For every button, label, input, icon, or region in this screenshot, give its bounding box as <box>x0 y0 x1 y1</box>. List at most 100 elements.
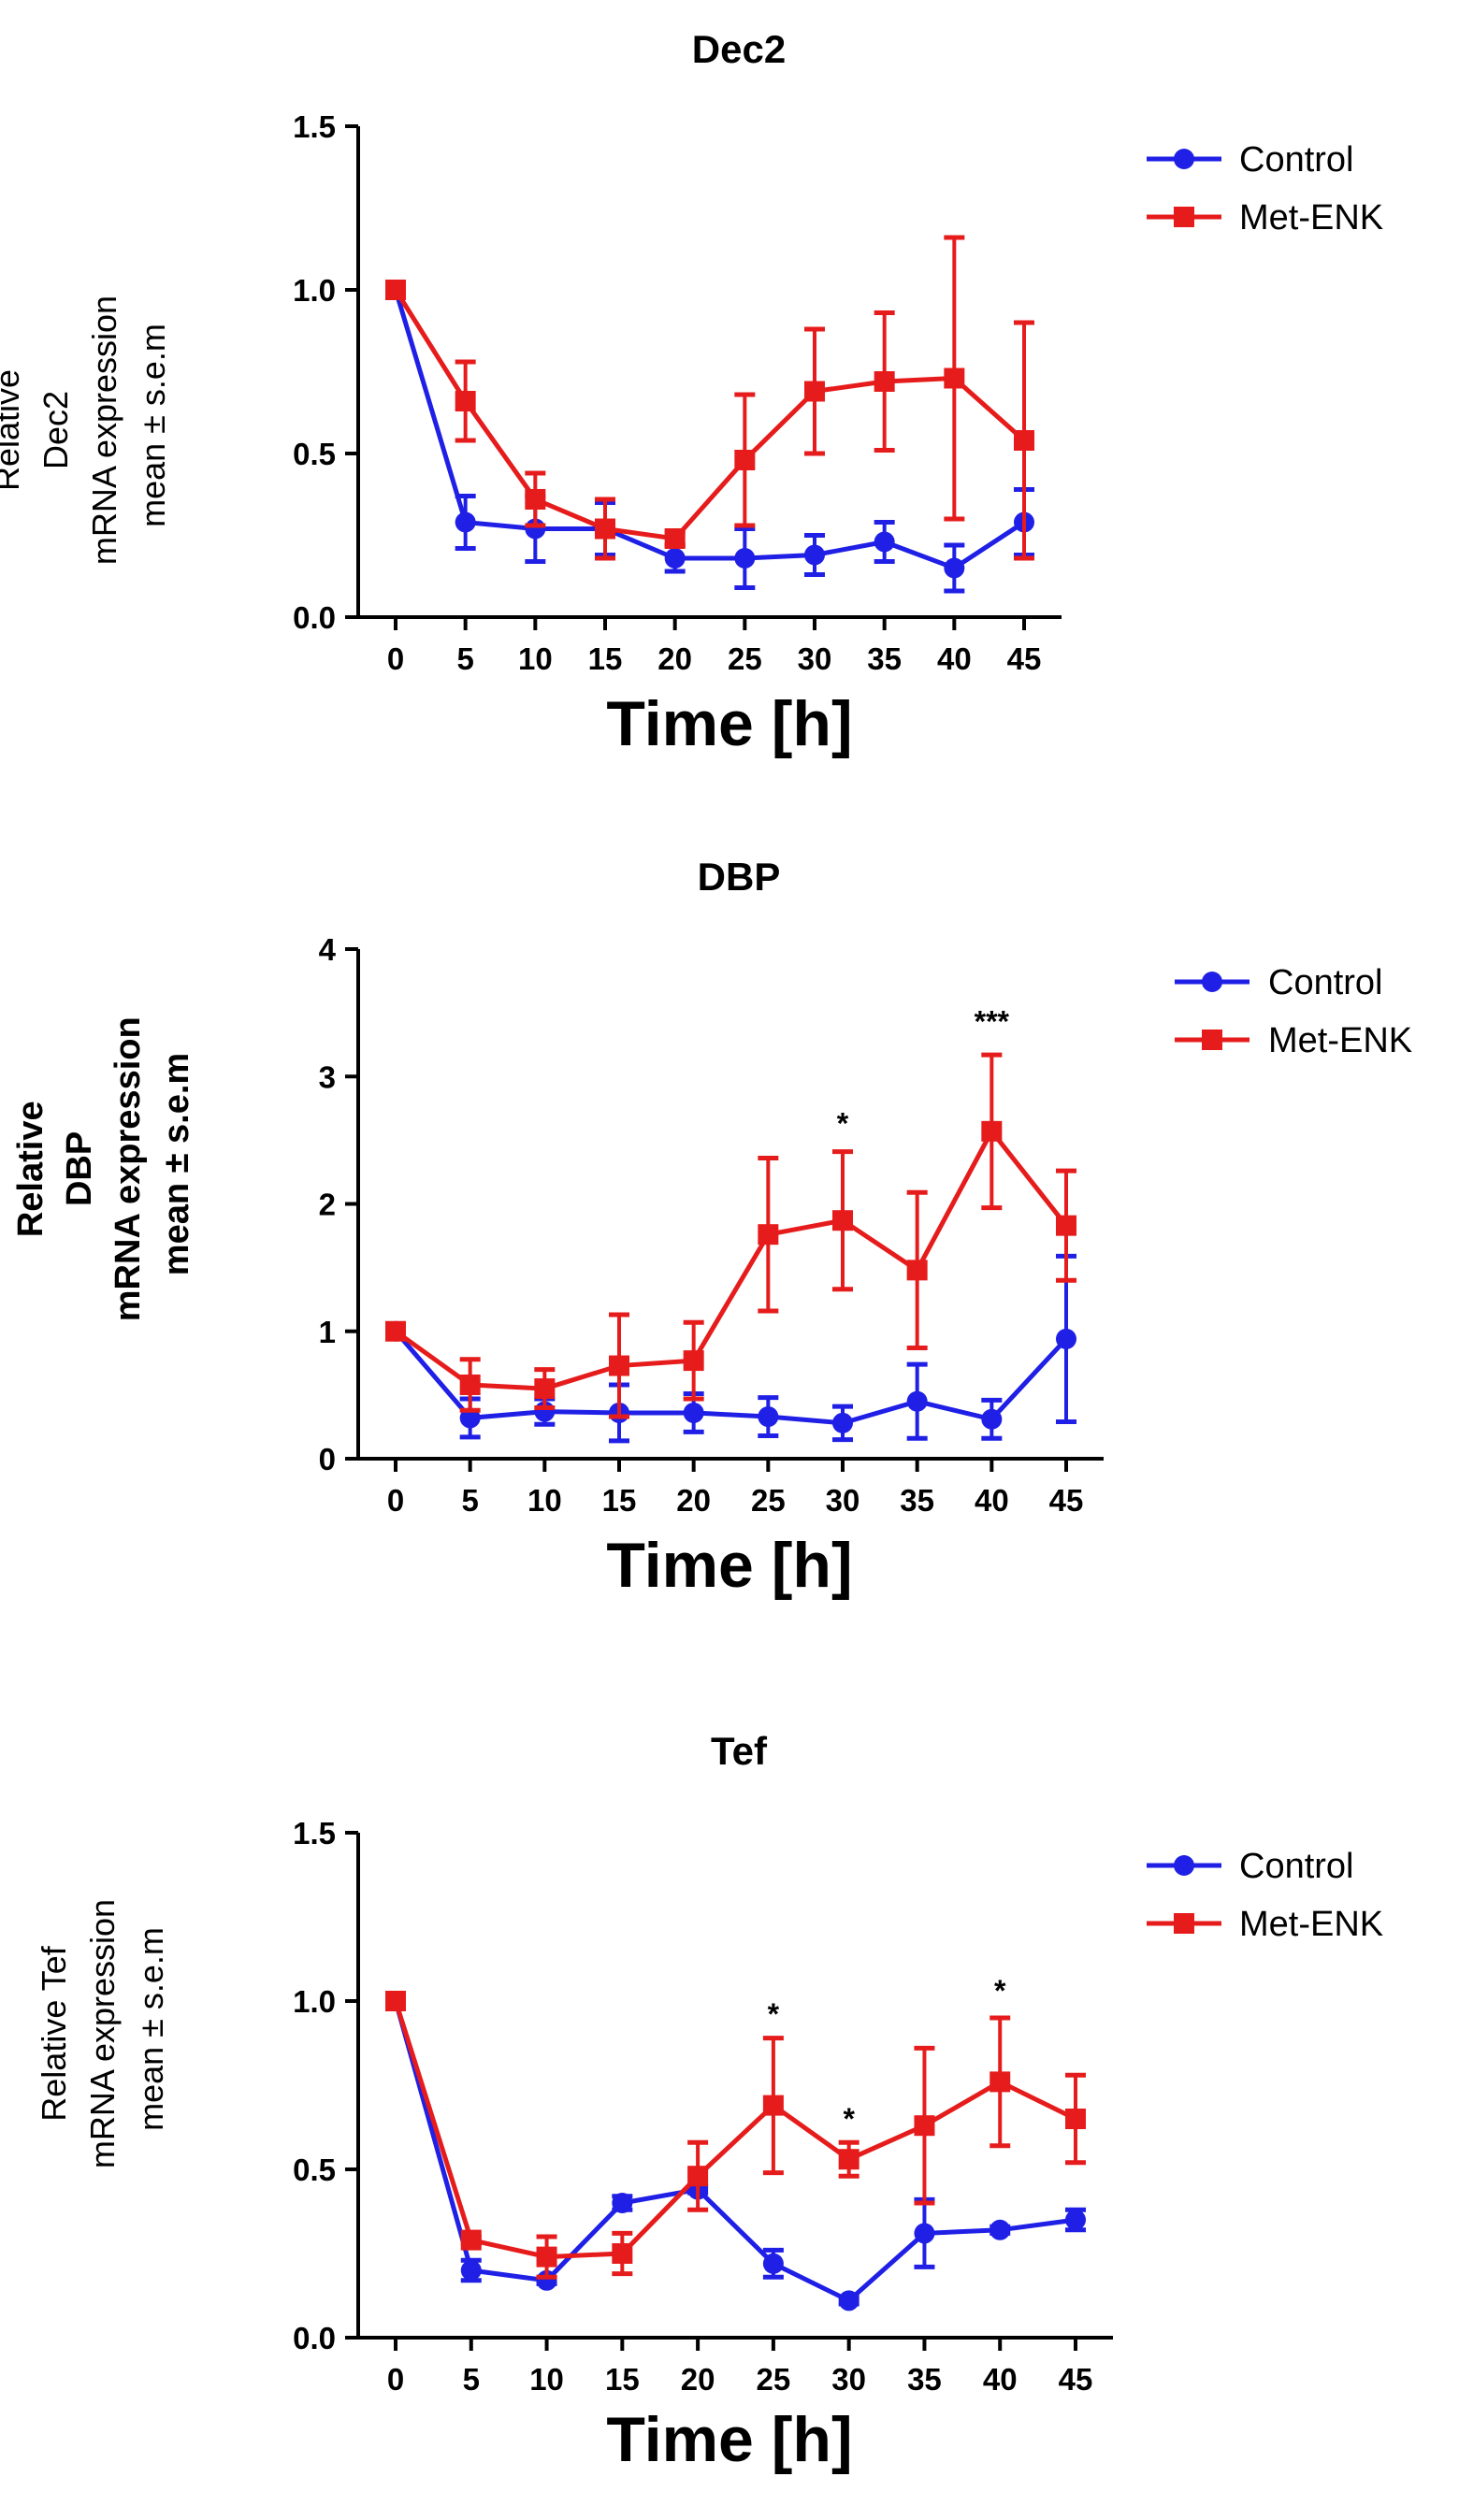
x-tick-label: 35 <box>900 1483 934 1518</box>
data-point-control <box>683 1402 704 1423</box>
y-axis-label-line: mean ± s.e.m <box>157 1053 196 1275</box>
legend: Control Met-ENK <box>1147 140 1383 238</box>
legend: Control Met-ENK <box>1175 963 1412 1060</box>
y-tick-label: 1.0 <box>293 273 336 308</box>
legend-label-met-enk: Met-ENK <box>1239 198 1383 238</box>
data-point-control <box>874 531 895 553</box>
x-tick-label: 15 <box>602 1483 637 1518</box>
y-tick-label: 3 <box>319 1059 336 1094</box>
legend-label-control: Control <box>1239 140 1354 180</box>
data-point-control <box>1056 1328 1076 1349</box>
x-tick-label: 5 <box>463 2362 480 2397</box>
data-point-met-enk <box>683 1350 704 1372</box>
legend-marker-control <box>1174 149 1194 169</box>
data-point-met-enk <box>525 489 546 510</box>
data-point-control <box>459 1407 481 1429</box>
data-point-control <box>832 1412 853 1433</box>
data-point-met-enk <box>1014 430 1034 451</box>
data-point-control <box>612 2193 633 2213</box>
series-line-met-enk <box>393 2000 1077 2260</box>
y-axis-label: Relative Tef mRNA expression mean ± s.e.… <box>35 1890 170 2168</box>
y-axis-label: Relative DBP mRNA expression mean ± s.e.… <box>11 1007 196 1321</box>
series-line-control <box>393 2000 1076 2304</box>
significance-marker: * <box>837 1107 849 1141</box>
y-tick-label: 0 <box>319 1442 336 1476</box>
significance-marker: * <box>843 2102 855 2136</box>
x-tick-label: 25 <box>728 641 762 676</box>
data-point-met-enk <box>534 1378 556 1400</box>
data-point-control <box>990 2219 1011 2240</box>
chart-panel-dbp: DBP Relative DBP mRNA expression mean ± … <box>11 855 1412 1601</box>
x-tick-label: 25 <box>751 1483 786 1518</box>
x-tick-label: 0 <box>387 1483 404 1518</box>
x-tick-label: 5 <box>461 1483 478 1518</box>
x-axis-label: Time [h] <box>606 688 852 759</box>
legend-label-met-enk: Met-ENK <box>1239 1905 1383 1944</box>
chart-title: DBP <box>698 855 781 899</box>
x-tick-label: 10 <box>527 1483 562 1518</box>
y-tick-label: 4 <box>319 932 337 967</box>
data-point-met-enk <box>758 1224 779 1246</box>
data-point-met-enk <box>874 371 895 392</box>
data-point-control <box>460 2260 482 2281</box>
x-tick-label: 20 <box>676 1483 711 1518</box>
data-point-met-enk <box>612 2243 633 2264</box>
data-point-met-enk <box>460 2229 482 2251</box>
y-axis-label-line: mRNA expression <box>108 1016 148 1321</box>
y-axis-label-line: mRNA expression <box>83 1899 122 2168</box>
x-tick-label: 30 <box>798 641 832 676</box>
data-point-met-enk <box>734 450 756 470</box>
significance-marker: * <box>994 1974 1006 2008</box>
y-axis-label-line: mRNA expression <box>85 295 123 565</box>
x-tick-label: 45 <box>1059 2362 1093 2397</box>
legend: Control Met-ENK <box>1147 1847 1383 1944</box>
series-line-met-enk <box>393 288 1026 541</box>
y-axis-label-line: DBP <box>60 1131 99 1206</box>
x-tick-label: 5 <box>456 641 473 676</box>
x-tick-label: 40 <box>937 641 972 676</box>
x-axis-label: Time [h] <box>606 2404 852 2475</box>
chart-title: Dec2 <box>692 27 786 71</box>
y-tick-label: 1.5 <box>293 1816 336 1850</box>
x-tick-label: 15 <box>605 2362 640 2397</box>
data-point-control <box>914 2223 935 2244</box>
y-tick-label: 0.0 <box>293 2321 336 2355</box>
data-point-met-enk <box>1065 2109 1086 2129</box>
data-point-met-enk <box>664 528 686 549</box>
data-point-control <box>664 548 686 569</box>
legend-marker-met-enk <box>1174 207 1194 227</box>
data-point-met-enk <box>804 381 825 402</box>
y-axis-label-line: Dec2 <box>36 391 75 469</box>
data-point-met-enk <box>385 1320 406 1342</box>
legend-marker-met-enk <box>1174 1913 1194 1934</box>
data-point-met-enk <box>838 2149 860 2170</box>
plot-area: 0.0 0.5 1.0 1.5 0 5 10 15 20 25 30 35 40 45 <box>293 109 1062 676</box>
x-tick-label: 30 <box>831 2362 866 2397</box>
significance-marker: *** <box>975 1005 1010 1039</box>
significance-marker: * <box>768 1997 780 2031</box>
data-point-control <box>734 548 756 569</box>
y-axis-label-line: mean ± s.e.m <box>132 1927 170 2131</box>
legend-marker-control <box>1174 1855 1194 1876</box>
data-point-control <box>981 1408 1003 1430</box>
x-axis-label: Time [h] <box>606 1530 852 1601</box>
x-tick-label: 30 <box>826 1483 860 1518</box>
data-point-met-enk <box>906 1260 928 1281</box>
data-point-met-enk <box>944 367 965 389</box>
data-point-met-enk <box>687 2166 709 2187</box>
data-point-control <box>758 1406 779 1428</box>
data-point-met-enk <box>609 1355 629 1376</box>
x-tick-label: 15 <box>588 641 623 676</box>
x-tick-label: 10 <box>518 641 553 676</box>
x-tick-label: 10 <box>529 2362 564 2397</box>
y-axis-label: Relative Dec2 mRNA expression mean ± s.e… <box>0 286 172 565</box>
y-axis-label-line: Relative Tef <box>35 1945 73 2121</box>
data-point-control <box>906 1390 928 1412</box>
x-tick-label: 40 <box>983 2362 1018 2397</box>
data-point-met-enk <box>762 2095 784 2116</box>
legend-label-control: Control <box>1239 1847 1354 1886</box>
y-axis-label-line: mean ± s.e.m <box>134 324 172 527</box>
data-point-met-enk <box>832 1210 853 1231</box>
y-tick-label: 0.5 <box>293 2153 336 2187</box>
